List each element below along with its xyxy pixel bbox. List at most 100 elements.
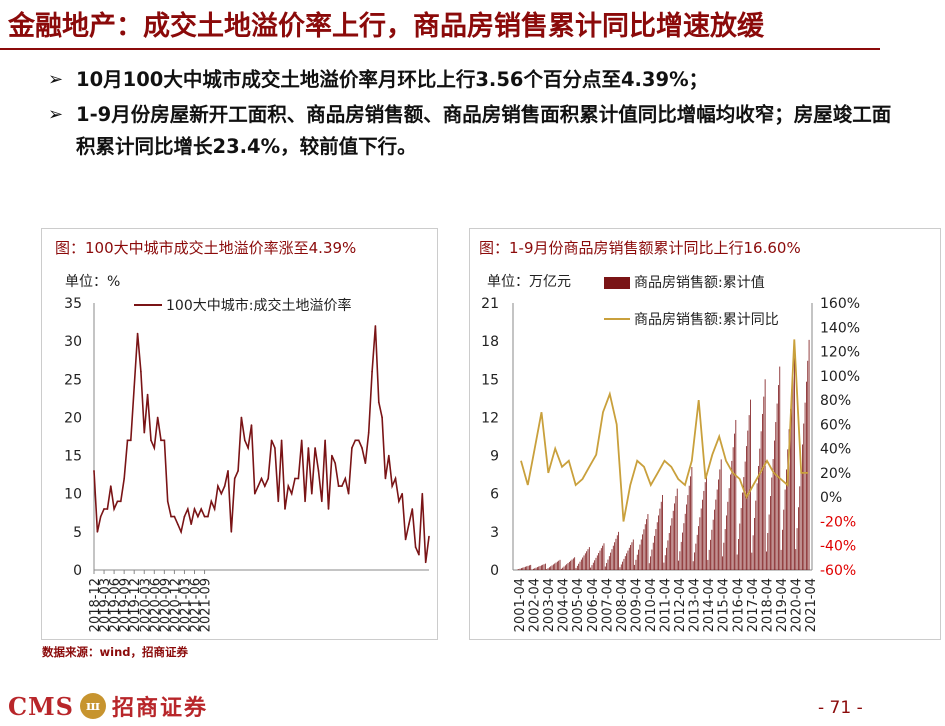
- bar: [534, 568, 536, 570]
- data-point: [401, 492, 404, 495]
- chart-title: 图：100大中城市成交土地溢价率涨至4.39%: [55, 239, 356, 257]
- bar: [620, 564, 622, 570]
- x-tick-label: 2020-09: [158, 578, 173, 632]
- bar: [643, 529, 645, 570]
- data-point: [267, 477, 269, 480]
- bar: [742, 492, 743, 570]
- y-right-tick-label: 20%: [820, 466, 851, 482]
- bar: [638, 549, 639, 570]
- bar: [610, 552, 612, 570]
- data-point: [233, 477, 236, 480]
- data-point: [150, 439, 152, 442]
- bar: [706, 473, 707, 570]
- data-point: [384, 477, 387, 480]
- y-right-tick-label: 160%: [820, 296, 860, 312]
- data-point: [404, 538, 407, 541]
- data-point: [324, 439, 326, 442]
- bar: [762, 413, 763, 570]
- data-point: [377, 401, 380, 403]
- bar: [602, 545, 604, 570]
- bar: [551, 565, 553, 570]
- y-tick-label: 35: [64, 296, 82, 312]
- bar: [651, 549, 653, 570]
- bar: [599, 550, 601, 570]
- bar: [622, 561, 624, 570]
- y-left-tick-label: 6: [490, 487, 499, 503]
- bar: [727, 501, 729, 570]
- bar: [658, 515, 659, 570]
- bar: [702, 499, 703, 570]
- bar: [754, 517, 755, 570]
- bar: [584, 553, 586, 570]
- bar: [766, 551, 767, 570]
- data-point: [120, 500, 122, 503]
- y-left-tick-label: 9: [490, 449, 499, 465]
- bar: [548, 567, 550, 570]
- bullet-item: ➢ 10月100大中城市成交土地溢价率月环比上行3.56个百分点至4.39%；: [48, 64, 908, 96]
- sales-chart: 图：1-9月份商品房销售额累计同比上行16.60% 单位：万亿元 商品房销售额:…: [469, 228, 941, 640]
- bar: [744, 461, 746, 570]
- bar: [600, 548, 602, 570]
- bar: [687, 495, 689, 570]
- bar: [566, 564, 568, 570]
- bar: [578, 563, 580, 570]
- bar: [580, 559, 582, 570]
- bar: [663, 562, 665, 570]
- data-point: [250, 424, 253, 426]
- bar: [680, 541, 682, 570]
- bar: [703, 490, 705, 570]
- bar: [606, 563, 608, 570]
- y-right-tick-label: 60%: [820, 417, 851, 433]
- bar: [607, 559, 609, 570]
- x-tick-label: 2019-04: [775, 578, 790, 632]
- bar: [522, 567, 524, 570]
- x-tick-label: 2005-04: [571, 578, 586, 632]
- bar: [660, 501, 662, 570]
- data-point: [428, 535, 430, 538]
- x-tick-label: 2013-04: [688, 578, 703, 632]
- bar: [780, 549, 782, 570]
- bar: [630, 545, 631, 570]
- bar: [804, 402, 806, 570]
- y-left-tick-label: 21: [481, 296, 499, 312]
- data-point: [260, 477, 263, 480]
- bar: [575, 567, 577, 570]
- data-point: [388, 454, 390, 457]
- bar: [671, 518, 673, 570]
- bar: [562, 567, 564, 570]
- bar: [756, 483, 758, 570]
- bar: [662, 494, 663, 570]
- y-right-tick-label: -20%: [820, 514, 856, 530]
- bar: [739, 523, 741, 570]
- data-point: [126, 439, 129, 442]
- x-tick-label: 2002-04: [528, 578, 543, 632]
- bar: [676, 488, 678, 570]
- data-source-note: 数据来源：wind，招商证券: [42, 645, 188, 659]
- data-point: [304, 500, 306, 503]
- data-point: [351, 447, 353, 449]
- bar: [518, 569, 520, 570]
- bar: [678, 560, 679, 570]
- bar: [720, 459, 722, 570]
- bar: [755, 500, 757, 570]
- data-point: [116, 500, 119, 503]
- data-point: [344, 477, 347, 480]
- data-point: [197, 515, 199, 518]
- bar: [679, 551, 681, 570]
- legend-label: 100大中城市:成交土地溢价率: [166, 297, 351, 314]
- bar: [771, 477, 773, 570]
- land-premium-chart-panel: 图：100大中城市成交土地溢价率涨至4.39% 单位：% 100大中城市:成交土…: [41, 228, 438, 640]
- bar: [659, 508, 661, 570]
- bar: [732, 447, 734, 570]
- data-point: [223, 485, 226, 487]
- data-point: [213, 508, 216, 510]
- y-left-tick-label: 12: [481, 410, 499, 426]
- bar: [623, 558, 625, 570]
- data-point: [143, 431, 146, 434]
- bar: [740, 508, 742, 570]
- bar: [559, 559, 561, 570]
- y-right-tick-label: -40%: [820, 539, 856, 555]
- bar: [714, 509, 715, 570]
- data-point: [99, 515, 102, 518]
- bar: [640, 539, 642, 570]
